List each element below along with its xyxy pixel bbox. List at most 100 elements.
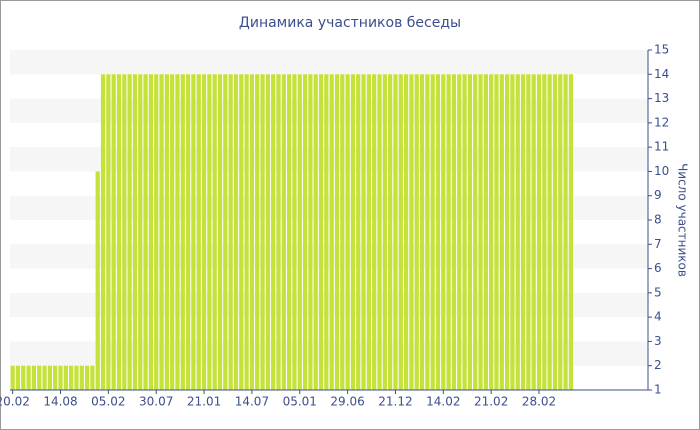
y-tick-label: 6 <box>654 261 662 275</box>
x-tick-label: 21.02 <box>474 395 508 409</box>
bar <box>398 74 403 391</box>
bar <box>504 74 510 391</box>
bar <box>233 74 239 391</box>
bar <box>430 74 435 391</box>
bar <box>37 365 42 390</box>
chart-title: Динамика участников беседы <box>239 15 461 31</box>
y-tick-label: 2 <box>654 358 662 372</box>
x-tick-label: 14.02 <box>426 395 460 409</box>
bar <box>207 74 212 391</box>
bar <box>366 74 372 391</box>
bar <box>26 365 31 390</box>
bar <box>403 74 409 391</box>
bar <box>122 74 127 391</box>
y-tick-label: 15 <box>654 43 669 57</box>
x-tick-label: 14.07 <box>235 395 269 409</box>
y-tick-label: 3 <box>654 334 662 348</box>
bar <box>526 74 531 391</box>
bar <box>223 74 228 391</box>
bar <box>302 74 308 391</box>
y-tick-label: 9 <box>654 188 662 202</box>
bar <box>419 74 425 391</box>
bar <box>520 74 526 391</box>
x-tick-label: 28.02 <box>522 395 556 409</box>
bar <box>489 74 494 391</box>
bar <box>74 365 79 390</box>
grid-band <box>10 195 648 220</box>
bar <box>47 365 53 390</box>
bar <box>79 365 84 390</box>
y-tick-label: 10 <box>654 164 669 178</box>
grid-band <box>10 147 648 172</box>
bar <box>568 74 574 391</box>
grid-band <box>10 50 648 75</box>
bar <box>111 74 116 391</box>
y-axis-label: Число участников <box>676 163 690 277</box>
y-tick-label: 8 <box>654 213 662 227</box>
bar <box>212 74 217 391</box>
bar <box>201 74 207 391</box>
bar <box>457 74 462 391</box>
bar <box>106 74 111 391</box>
bar <box>271 74 276 391</box>
bar <box>425 74 430 391</box>
grid-band <box>10 341 648 366</box>
bar <box>372 74 377 391</box>
bar <box>260 74 265 391</box>
bar <box>558 74 563 391</box>
bar <box>340 74 345 391</box>
bar <box>249 74 255 391</box>
bar <box>515 74 520 391</box>
grid-band <box>10 98 648 123</box>
bar <box>228 74 233 391</box>
bar <box>154 74 159 391</box>
bar <box>58 365 63 390</box>
bar <box>446 74 451 391</box>
bar <box>148 74 154 391</box>
x-tick-label: 20.02 <box>0 395 30 409</box>
bar <box>552 74 558 391</box>
bar <box>265 74 270 391</box>
x-tick-label: 21.01 <box>187 395 221 409</box>
bar <box>318 74 324 391</box>
bar <box>483 74 488 391</box>
y-tick-label: 1 <box>654 383 662 397</box>
bar <box>143 74 148 391</box>
bar <box>334 74 340 391</box>
bar <box>414 74 419 391</box>
bar <box>377 74 382 391</box>
bar <box>53 365 58 390</box>
bar <box>451 74 457 391</box>
bar <box>244 74 249 391</box>
bar <box>313 74 318 391</box>
bar <box>127 74 132 391</box>
bar <box>63 365 68 390</box>
bar <box>286 74 292 391</box>
bar <box>116 74 122 391</box>
x-tick-label: 14.08 <box>43 395 77 409</box>
bar <box>563 74 568 391</box>
bar <box>21 365 26 390</box>
bar <box>462 74 467 391</box>
y-tick-label: 14 <box>654 67 669 81</box>
bar <box>31 365 37 390</box>
grid-band <box>10 244 648 269</box>
y-tick-label: 4 <box>654 310 662 324</box>
bar <box>467 74 473 391</box>
bar <box>42 365 47 390</box>
bar <box>170 74 175 391</box>
y-tick-label: 5 <box>654 285 662 299</box>
bar <box>441 74 446 391</box>
bar <box>276 74 281 391</box>
bar <box>15 365 21 390</box>
bar <box>478 74 483 391</box>
bar <box>297 74 302 391</box>
bar <box>217 74 223 391</box>
bar <box>361 74 366 391</box>
bar <box>69 365 74 390</box>
bar <box>292 74 297 391</box>
bar <box>159 74 164 391</box>
bar <box>196 74 201 391</box>
